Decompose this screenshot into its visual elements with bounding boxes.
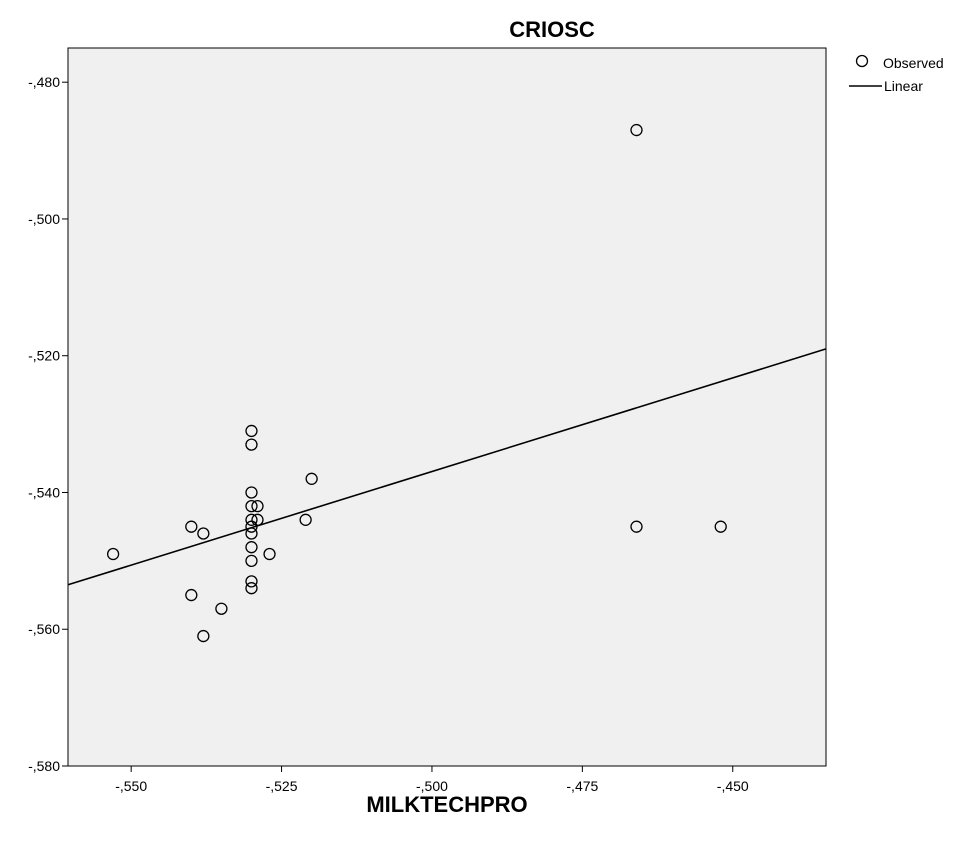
x-tick-label: -,475 (566, 778, 598, 794)
observed-point (245, 438, 258, 451)
observed-point (714, 520, 727, 533)
observed-point (185, 520, 198, 533)
legend-observed-label: Observed (883, 55, 944, 71)
plot-area (67, 47, 827, 767)
observed-point (245, 554, 258, 568)
observed-point (245, 424, 258, 438)
observed-point (245, 541, 258, 554)
legend-linear-label: Linear (884, 78, 923, 94)
observed-point (245, 527, 258, 540)
y-tick-label: -,560 (28, 621, 60, 637)
observed-point (245, 513, 258, 526)
x-tick-label: -,525 (266, 778, 298, 794)
observed-point (197, 629, 210, 643)
x-tick-label: -,500 (416, 778, 448, 794)
observed-point (305, 472, 318, 485)
x-tick-label: -,550 (115, 778, 147, 794)
observed-point (630, 520, 643, 533)
chart-title: CRIOSC (509, 17, 595, 42)
observed-point (106, 547, 120, 561)
observed-point (197, 527, 210, 540)
observed-point (215, 602, 228, 615)
observed-point (245, 486, 258, 499)
observed-point (245, 582, 258, 595)
legend-observed-marker (855, 54, 869, 68)
x-axis-title: MILKTECHPRO (366, 792, 527, 817)
y-tick-label: -,580 (28, 758, 60, 774)
observed-point (245, 575, 258, 588)
legend: Observed Linear (849, 54, 944, 94)
y-tick-label: -,540 (28, 484, 60, 500)
observed-point (630, 123, 643, 137)
fit-line-layer (67, 348, 827, 586)
y-tick-label: -,500 (28, 211, 60, 227)
y-tick-label: -,520 (28, 348, 60, 364)
observed-point (299, 513, 312, 526)
x-tick-label: -,450 (717, 778, 749, 794)
axis-ticks: -,480 -,500 -,520 -,540 -,560 -,580 -,550 -,525… (28, 74, 749, 794)
observed-points (106, 123, 727, 643)
observed-point (185, 588, 198, 602)
observed-point (245, 520, 258, 533)
y-tick-label: -,480 (28, 74, 60, 90)
observed-point (263, 547, 276, 561)
observed-point (251, 500, 264, 513)
linear-fit-line (67, 348, 827, 586)
observed-point (251, 513, 264, 526)
observed-point (245, 500, 258, 513)
